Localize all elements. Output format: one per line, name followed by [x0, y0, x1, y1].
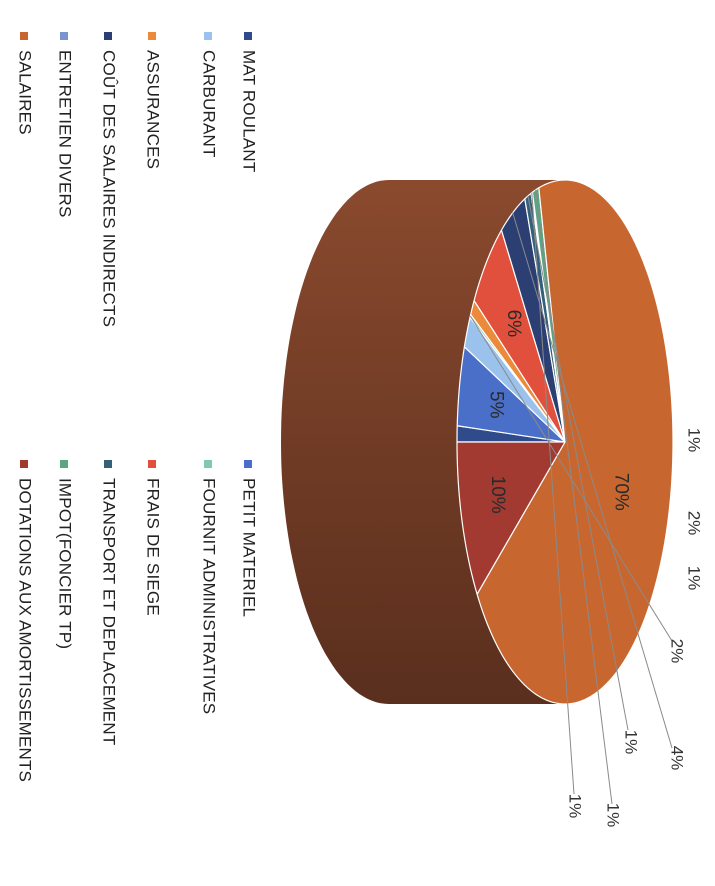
- legend-marker-carburant: [204, 32, 212, 40]
- legend-marker-mat-roulant: [244, 32, 252, 40]
- legend-label-carburant: CARBURANT: [200, 50, 219, 158]
- legend-marker-assurances: [148, 32, 156, 40]
- legend-label-salaires: SALAIRES: [16, 50, 35, 135]
- legend-marker-petit-materiel: [244, 460, 252, 468]
- pie-slice-dotations-aux-amortissements: [456, 441, 566, 595]
- data-label-extra: 2%: [668, 639, 687, 664]
- legend-marker-frais-de-siege: [148, 460, 156, 468]
- legend-label-frais-de-siege: FRAIS DE SIEGE: [144, 478, 163, 616]
- data-label-extra: 1%: [566, 794, 585, 819]
- legend-marker-transport-et-deplacement: [104, 460, 112, 468]
- legend-marker-fournit-administratives: [204, 460, 212, 468]
- pie-slice-petit-materiel: [456, 346, 566, 443]
- legend-label-entretien-divers: ENTRETIEN DIVERS: [56, 50, 75, 218]
- legend-marker-impot-foncier-tp: [60, 460, 68, 468]
- data-label-carburant: 2%: [685, 511, 704, 536]
- legend-label-transport-et-deplacement: TRANSPORT ET DEPLACEMENT: [100, 478, 119, 745]
- legend-label-co-t-des-salaires-indirects: COÛT DES SALAIRES INDIRECTS: [100, 50, 119, 327]
- legend-marker-dotations-aux-amortissements: [20, 460, 28, 468]
- legend-marker-entretien-divers: [60, 32, 68, 40]
- leader-line: [469, 315, 673, 642]
- leader-line: [535, 189, 613, 805]
- legend-label-impot-foncier-tp: IMPOT(FONCIER TP): [56, 478, 75, 649]
- data-label-transport-et-deplacement: 1%: [622, 730, 641, 755]
- pie-slice-frais-de-siege: [473, 229, 566, 443]
- leader-line: [531, 192, 575, 795]
- pie-side-wall: [281, 180, 565, 704]
- legend-label-petit-materiel: PETIT MATERIEL: [240, 478, 259, 617]
- legend-marker-co-t-des-salaires-indirects: [104, 32, 112, 40]
- data-label-mat-roulant: 1%: [685, 428, 704, 453]
- leader-line: [527, 195, 629, 731]
- data-label-petit-materiel: 5%: [485, 391, 506, 419]
- legend-label-assurances: ASSURANCES: [144, 50, 163, 169]
- legend-marker-salaires: [20, 32, 28, 40]
- legend-label-fournit-administratives: FOURNIT ADMINISTRATIVES: [200, 478, 219, 714]
- data-label-impot-foncier-tp: 1%: [604, 803, 623, 828]
- data-label-assurances: 1%: [685, 566, 704, 591]
- legend-label-mat-roulant: MAT ROULANT: [240, 50, 259, 172]
- data-label-frais-de-siege: 6%: [503, 310, 524, 338]
- pie-group: 1% 5% 2% 1% 6% 4% 1% 1% 70% 10% 2% 1%: [281, 179, 704, 828]
- legend: MAT ROULANT PETIT MATERIEL CARBURANT FOURNI…: [16, 32, 259, 782]
- pie-slice-salaires: [476, 179, 674, 705]
- data-label-salaires: 70%: [611, 473, 632, 511]
- legend-label-dotations-aux-amortissements: DOTATIONS AUX AMORTISSEMENTS: [16, 478, 35, 782]
- data-label-dotations-aux-amortissements: 10%: [487, 476, 508, 514]
- pie-slice-carburant: [463, 316, 566, 443]
- data-label-co-t-des-salaires-indirects: 4%: [668, 746, 687, 771]
